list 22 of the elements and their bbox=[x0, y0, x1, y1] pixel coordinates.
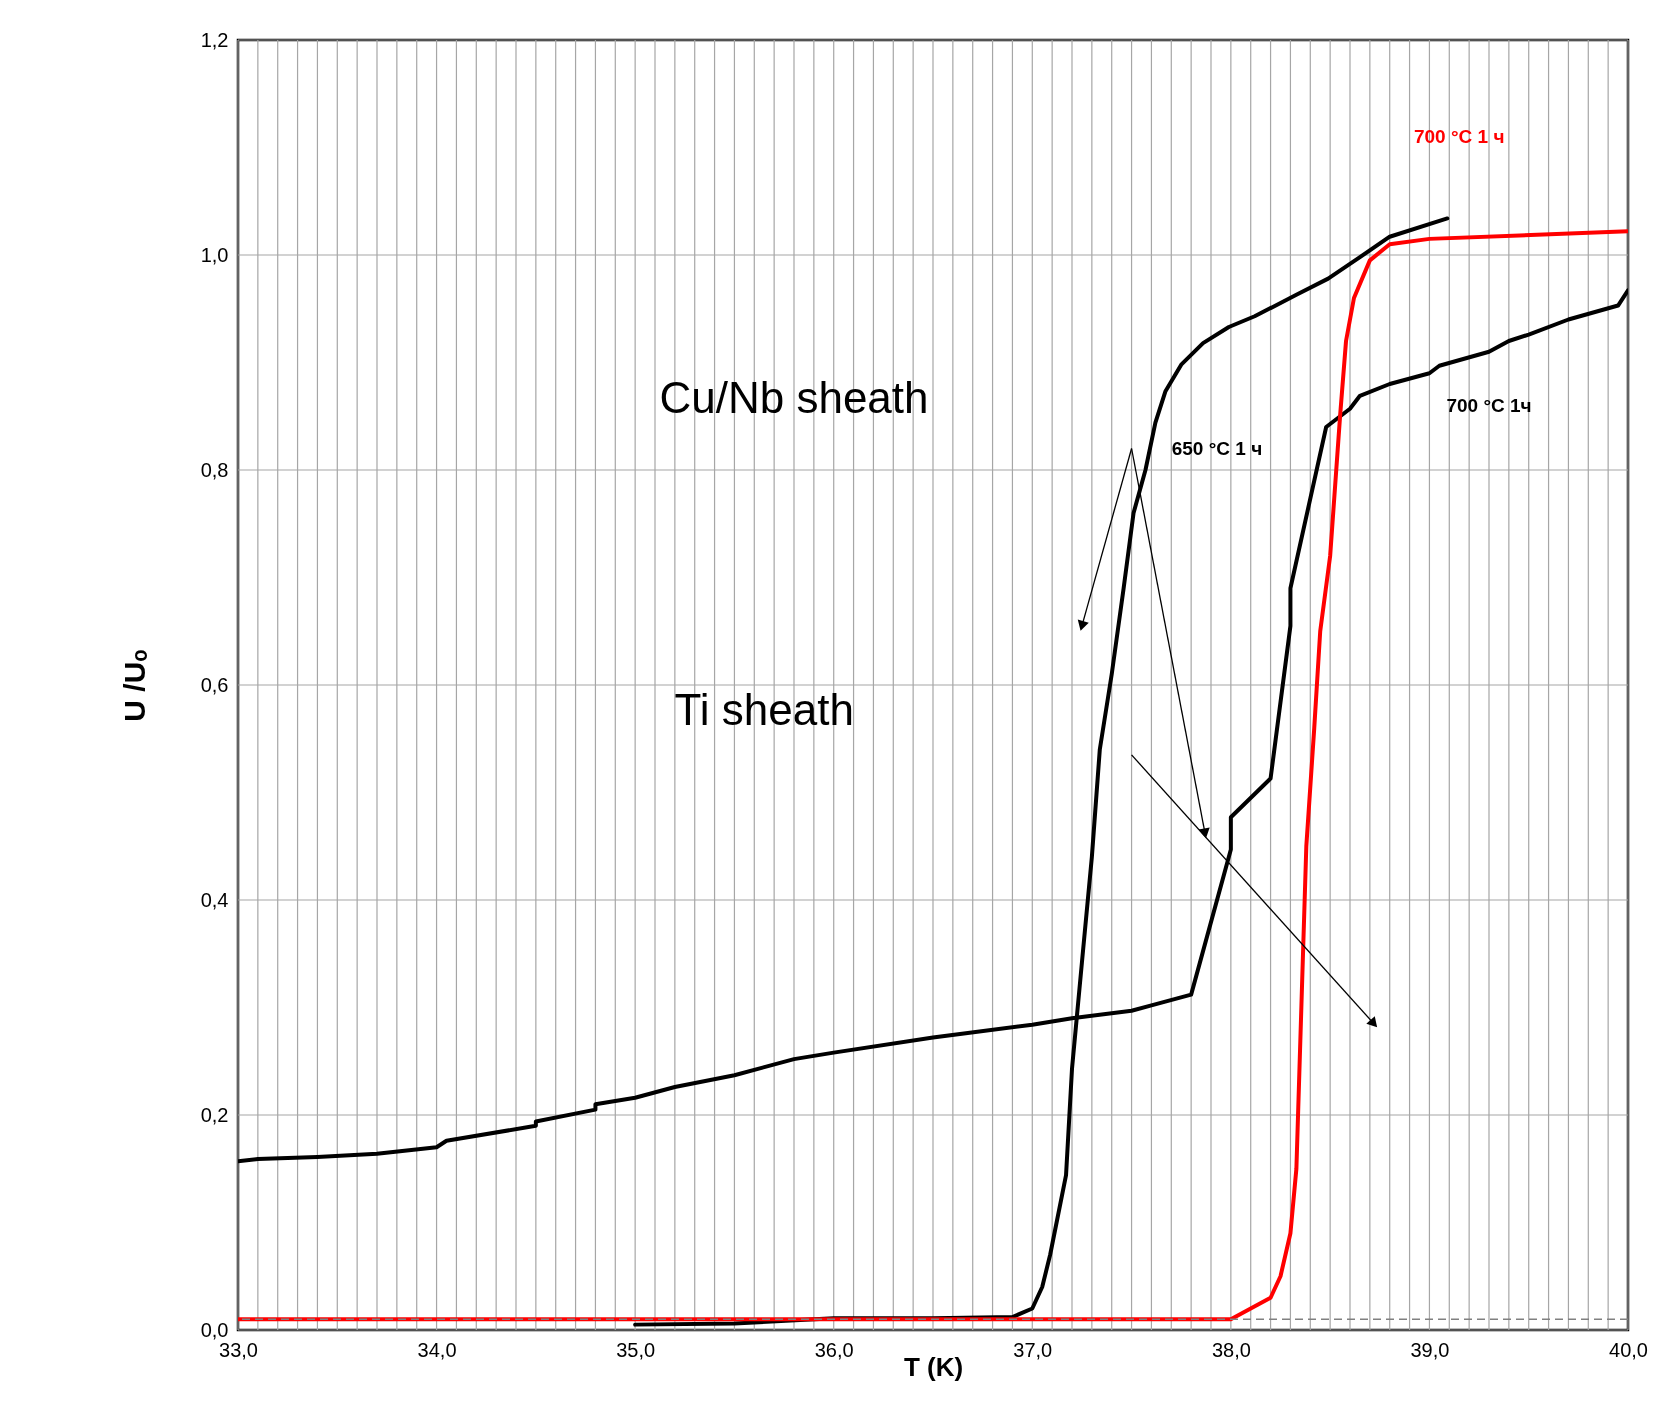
series-label: 650 °C 1 ч bbox=[1171, 437, 1263, 459]
x-tick-label: 39,0 bbox=[1410, 1338, 1450, 1361]
x-tick-label: 34,0 bbox=[417, 1338, 457, 1361]
series-label: 700 °C 1ч bbox=[1446, 394, 1532, 416]
x-tick-label: 36,0 bbox=[814, 1338, 854, 1361]
x-tick-label: 40,0 bbox=[1609, 1338, 1648, 1361]
y-tick-label: 0,2 bbox=[200, 1103, 229, 1126]
y-tick-label: 1,0 bbox=[200, 243, 229, 266]
annotation: Ti sheath bbox=[674, 684, 854, 734]
y-axis-title: U /Uₒ bbox=[117, 649, 151, 722]
text: 700 °C 1 ч bbox=[1413, 125, 1505, 147]
x-tick-label: 37,0 bbox=[1013, 1338, 1053, 1361]
y-tick-label: 0,0 bbox=[200, 1318, 229, 1341]
annotation: Cu/Nb sheath bbox=[659, 373, 929, 423]
x-tick-label: 38,0 bbox=[1211, 1338, 1251, 1361]
x-tick-label: 35,0 bbox=[616, 1338, 656, 1361]
y-tick-label: 0,4 bbox=[200, 888, 229, 911]
y-tick-label: 0,8 bbox=[200, 458, 229, 481]
x-axis-title: T (K) bbox=[903, 1351, 964, 1382]
y-tick-label: 1,2 bbox=[200, 28, 229, 51]
y-tick-label: 0,6 bbox=[200, 673, 229, 696]
x-tick-label: 33,0 bbox=[219, 1338, 258, 1361]
